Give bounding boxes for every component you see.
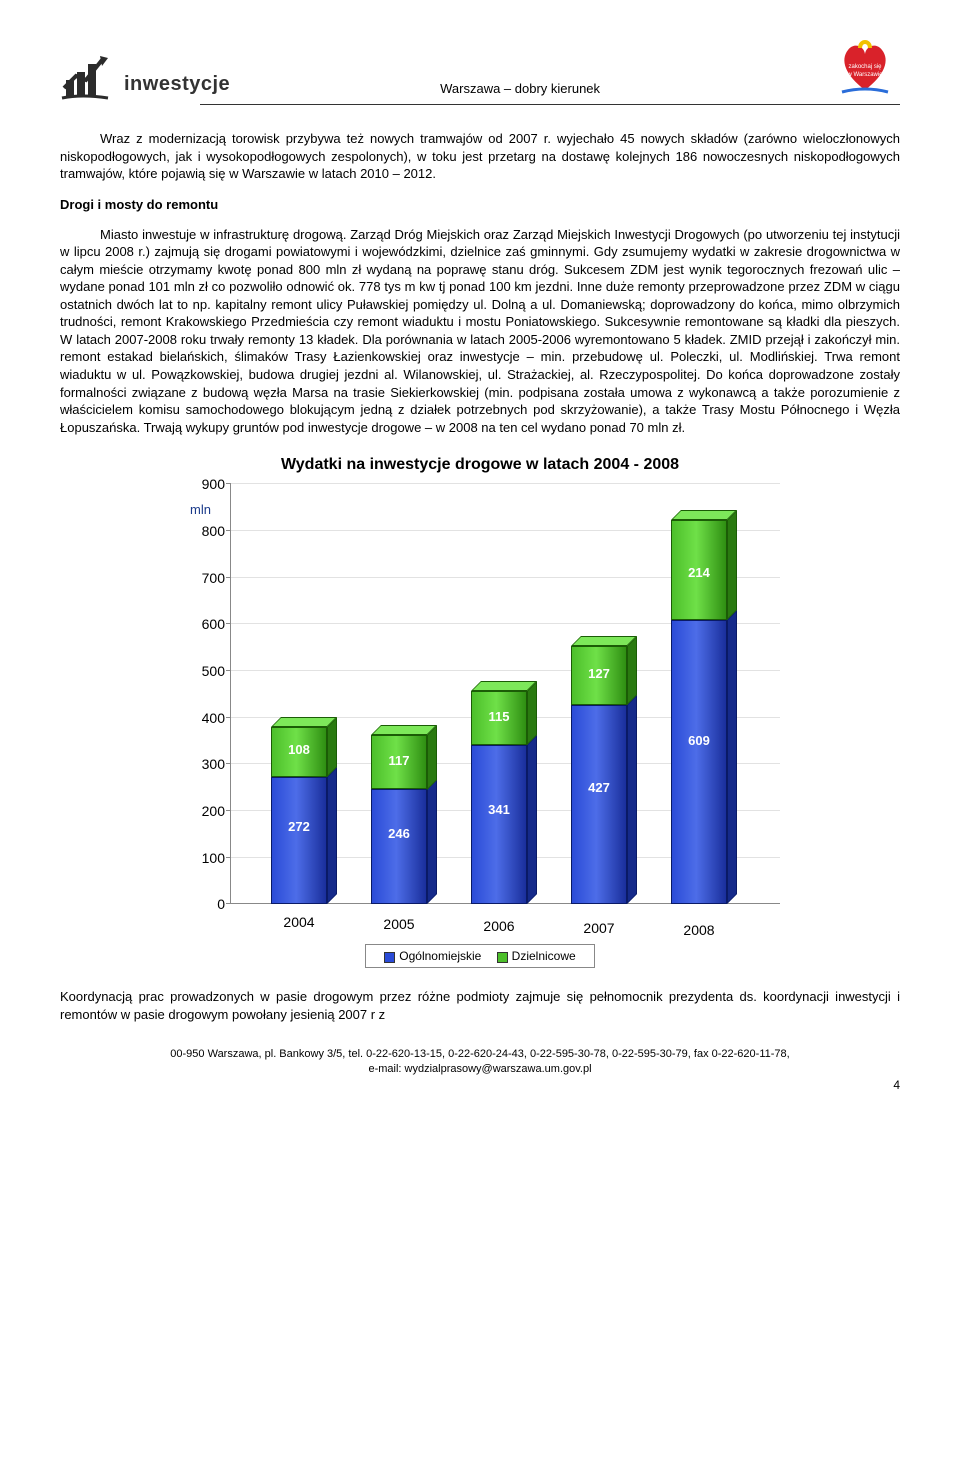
y-tick-label: 600: [181, 616, 225, 632]
y-tick-label: 100: [181, 850, 225, 866]
stacked-bar-chart: 0100200300400500600700800900272108200424…: [230, 484, 780, 904]
chart-container: mln 010020030040050060070080090027210820…: [160, 484, 800, 968]
inwestycje-logo: inwestycje: [60, 50, 230, 100]
page-footer: 00-950 Warszawa, pl. Bankowy 3/5, tel. 0…: [60, 1047, 900, 1076]
footer-line-2: e-mail: wydzialprasowy@warszawa.um.gov.p…: [60, 1062, 900, 1076]
svg-text:zakochaj się: zakochaj się: [848, 64, 882, 70]
chart-title: Wydatki na inwestycje drogowe w latach 2…: [60, 456, 900, 474]
inwestycje-logo-icon: [60, 50, 120, 100]
y-tick-label: 700: [181, 570, 225, 586]
legend-label-2: Dzielnicowe: [512, 949, 576, 963]
bar-top: [571, 646, 627, 705]
y-tick-label: 400: [181, 710, 225, 726]
page-number: 4: [60, 1078, 900, 1092]
y-tick-label: 800: [181, 523, 225, 539]
legend-swatch-blue: [384, 952, 395, 963]
bar-top: [471, 691, 527, 745]
bar-bottom: [371, 789, 427, 904]
header-rule: [200, 104, 900, 105]
paragraph-coord: Koordynacją prac prowadzonych w pasie dr…: [60, 988, 900, 1023]
bar-top: [371, 735, 427, 790]
y-tick-label: 0: [181, 896, 225, 912]
document-page: inwestycje Warszawa – dobry kierunek zak…: [0, 0, 960, 1112]
chart-unit-label: mln: [190, 502, 211, 517]
y-tick-mark: [226, 903, 231, 904]
bar-top: [671, 520, 727, 620]
x-tick-label: 2007: [559, 920, 639, 936]
x-tick-label: 2008: [659, 922, 739, 938]
header-left: inwestycje: [60, 50, 230, 100]
x-tick-label: 2006: [459, 918, 539, 934]
inwestycje-logo-text: inwestycje: [124, 73, 230, 100]
bar-bottom: [471, 745, 527, 904]
bar-bottom: [271, 777, 327, 904]
bar-bottom: [671, 620, 727, 904]
legend-label-1: Ogólnomiejskie: [399, 949, 481, 963]
paragraph-roads: Miasto inwestuje w infrastrukturę drogow…: [60, 226, 900, 437]
y-tick-label: 500: [181, 663, 225, 679]
chart-legend: Ogólnomiejskie Dzielnicowe: [160, 944, 800, 968]
legend-item-2: Dzielnicowe: [497, 949, 576, 963]
y-tick-label: 300: [181, 756, 225, 772]
x-tick-label: 2005: [359, 916, 439, 932]
grid-line: [231, 483, 780, 484]
bar-top: [271, 727, 327, 777]
y-tick-label: 200: [181, 803, 225, 819]
bar-bottom: [571, 705, 627, 904]
y-tick-label: 900: [181, 476, 225, 492]
svg-text:w Warszawie: w Warszawie: [846, 72, 883, 78]
legend-box: Ogólnomiejskie Dzielnicowe: [365, 944, 594, 968]
footer-line-1: 00-950 Warszawa, pl. Bankowy 3/5, tel. 0…: [60, 1047, 900, 1061]
section-heading-roads: Drogi i mosty do remontu: [60, 197, 900, 212]
x-tick-label: 2004: [259, 914, 339, 930]
header-tagline: Warszawa – dobry kierunek: [440, 81, 600, 100]
warsaw-love-logo: zakochaj się w Warszawie: [830, 30, 900, 100]
legend-swatch-green: [497, 952, 508, 963]
page-header: inwestycje Warszawa – dobry kierunek zak…: [60, 30, 900, 100]
paragraph-intro: Wraz z modernizacją torowisk przybywa te…: [60, 130, 900, 183]
legend-item-1: Ogólnomiejskie: [384, 949, 484, 963]
